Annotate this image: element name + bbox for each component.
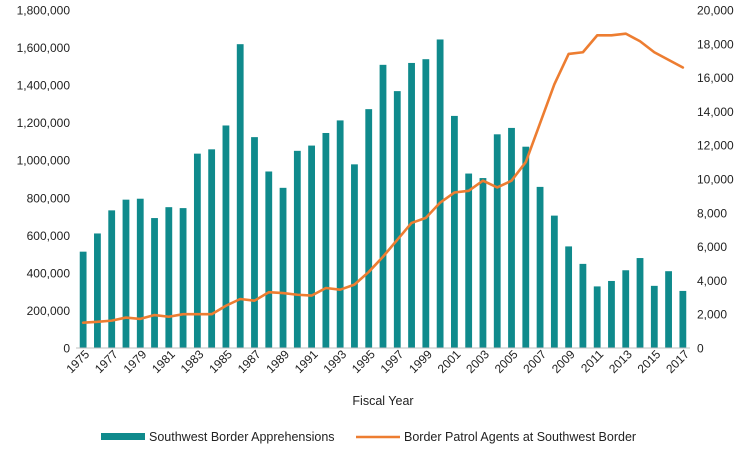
x-tick-label: 2007 <box>520 347 549 376</box>
x-tick-label: 1981 <box>149 347 178 376</box>
y-left-tick-label: 0 <box>63 342 70 356</box>
y-right-tick-label: 2,000 <box>697 308 727 322</box>
bar-1989 <box>279 187 287 348</box>
x-tick-label: 1993 <box>320 347 349 376</box>
x-tick-label: 1995 <box>349 347 378 376</box>
x-tick-label: 1977 <box>92 347 121 376</box>
y-left-tick-label: 400,000 <box>27 266 71 280</box>
y-left-tick-label: 1,000,000 <box>17 154 71 168</box>
bar-2016 <box>665 271 672 348</box>
y-left-tick-label: 1,400,000 <box>17 79 71 93</box>
bar-2008 <box>550 215 558 348</box>
bar-1977 <box>108 210 116 348</box>
bar-2014 <box>636 258 644 348</box>
bar-2005 <box>508 127 515 348</box>
y-right-tick-label: 8,000 <box>697 206 727 220</box>
bar-1983 <box>193 153 201 348</box>
x-tick-label: 2009 <box>549 347 578 376</box>
bar-2017 <box>679 290 687 348</box>
bar-1979 <box>136 198 144 348</box>
x-tick-label: 1987 <box>235 347 264 376</box>
y-right-tick-label: 20,000 <box>697 4 734 18</box>
agents-line <box>81 32 685 324</box>
bar-1991 <box>308 145 315 348</box>
x-axis-title: Fiscal Year <box>352 394 413 408</box>
y-left-tick-label: 1,600,000 <box>17 41 71 55</box>
bar-1982 <box>179 208 187 348</box>
y-left-tick-label: 1,200,000 <box>17 116 71 130</box>
x-tick-label: 1991 <box>292 347 321 376</box>
bar-1986 <box>236 44 244 349</box>
x-tick-label: 1979 <box>121 347 150 376</box>
bar-1998 <box>408 62 415 348</box>
bar-1984 <box>208 149 216 348</box>
x-tick-label: 1985 <box>206 347 235 376</box>
bar-1996 <box>379 64 387 348</box>
bar-2001 <box>451 115 458 348</box>
bar-2011 <box>593 286 601 348</box>
bar-2007 <box>536 186 544 348</box>
bar-1978 <box>122 199 130 348</box>
y-right-tick-label: 0 <box>697 342 704 356</box>
x-tick-label: 2003 <box>463 347 492 376</box>
x-tick-label: 2005 <box>492 347 521 376</box>
y-left-tick-label: 600,000 <box>27 229 71 243</box>
bar-2000 <box>436 39 444 348</box>
bar-2012 <box>608 280 615 348</box>
y-left-tick-label: 200,000 <box>27 304 71 318</box>
bar-2015 <box>650 285 658 348</box>
y-right-tick-label: 16,000 <box>697 71 734 85</box>
bar-1993 <box>336 120 344 348</box>
bar-1980 <box>151 218 158 348</box>
bar-1992 <box>322 132 330 348</box>
bar-1999 <box>422 59 430 348</box>
bar-1985 <box>222 125 230 348</box>
line-series-agents <box>81 32 685 324</box>
y-right-tick-label: 10,000 <box>697 173 734 187</box>
y-right-tick-label: 14,000 <box>697 105 734 119</box>
legend: Southwest Border Apprehensions Border Pa… <box>101 430 636 444</box>
y-right-tick-label: 4,000 <box>697 274 727 288</box>
bar-series-apprehensions <box>79 39 687 349</box>
bar-2006 <box>522 146 530 348</box>
bar-1988 <box>265 171 273 348</box>
legend-label-agents: Border Patrol Agents at Southwest Border <box>404 430 636 444</box>
bar-2010 <box>579 263 587 348</box>
bar-2013 <box>622 270 630 348</box>
y-axis-right: 0 2,000 4,000 6,000 8,000 10,000 12,000 14,000 1… <box>697 4 734 356</box>
y-right-tick-label: 6,000 <box>697 240 727 254</box>
x-tick-label: 2013 <box>606 347 635 376</box>
bar-1975 <box>79 251 87 348</box>
bar-2009 <box>565 246 573 348</box>
y-right-tick-label: 12,000 <box>697 139 734 153</box>
bar-1976 <box>94 233 101 348</box>
x-tick-label: 2001 <box>435 347 464 376</box>
bar-1997 <box>393 91 401 349</box>
bar-1987 <box>251 137 258 348</box>
bar-2002 <box>465 173 473 348</box>
legend-label-apprehensions: Southwest Border Apprehensions <box>149 430 335 444</box>
y-right-tick-label: 18,000 <box>697 37 734 51</box>
x-tick-label: 1997 <box>378 347 407 376</box>
y-axis-left: 0 200,000 400,000 600,000 800,000 1,000,000 1,… <box>17 4 71 356</box>
bar-1994 <box>351 164 358 348</box>
y-left-tick-label: 800,000 <box>27 191 71 205</box>
x-tick-label: 1983 <box>178 347 207 376</box>
bar-1981 <box>165 207 173 348</box>
legend-swatch-apprehensions <box>101 433 145 440</box>
x-tick-label: 1999 <box>406 347 435 376</box>
bar-2004 <box>493 134 501 348</box>
x-tick-label: 2017 <box>663 347 692 376</box>
x-tick-label: 2015 <box>635 347 664 376</box>
bar-2003 <box>479 178 487 348</box>
x-tick-label: 1989 <box>263 347 292 376</box>
x-tick-label: 2011 <box>578 347 606 375</box>
x-tick-labels: 1975 1977 1979 1981 1983 1985 1987 1989 1991 1993… <box>63 347 692 376</box>
y-left-tick-label: 1,800,000 <box>17 4 71 18</box>
bar-1995 <box>365 109 373 349</box>
bar-1990 <box>293 150 301 348</box>
